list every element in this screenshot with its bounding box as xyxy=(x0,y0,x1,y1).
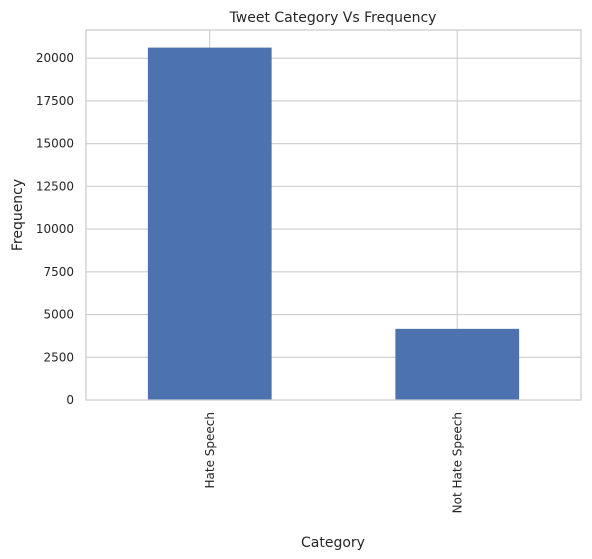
y-tick-label: 15000 xyxy=(36,137,74,151)
y-tick-label: 10000 xyxy=(36,222,74,236)
y-tick-label: 7500 xyxy=(43,265,74,279)
y-axis-label: Frequency xyxy=(10,179,26,251)
y-tick-label: 5000 xyxy=(43,308,74,322)
bar-hate-speech xyxy=(147,47,272,400)
x-tick-label: Not Hate Speech xyxy=(450,412,464,513)
x-axis-label: Category xyxy=(301,535,365,551)
bar-not-hate-speech xyxy=(395,328,520,400)
chart-title: Tweet Category Vs Frequency xyxy=(229,10,437,26)
y-tick-label: 2500 xyxy=(43,350,74,364)
x-tick-labels: Hate Speech Not Hate Speech xyxy=(203,412,465,513)
y-tick-label: 17500 xyxy=(36,94,74,108)
plot-frame xyxy=(85,29,582,401)
y-tick-label: 20000 xyxy=(36,51,74,65)
y-tick-labels: 0 2500 5000 7500 10000 12500 15000 17500 20000 xyxy=(36,51,74,407)
x-tick-label: Hate Speech xyxy=(203,412,217,488)
bar-layer xyxy=(147,47,520,400)
y-tick-label: 12500 xyxy=(36,179,74,193)
y-tick-label: 0 xyxy=(66,393,74,407)
